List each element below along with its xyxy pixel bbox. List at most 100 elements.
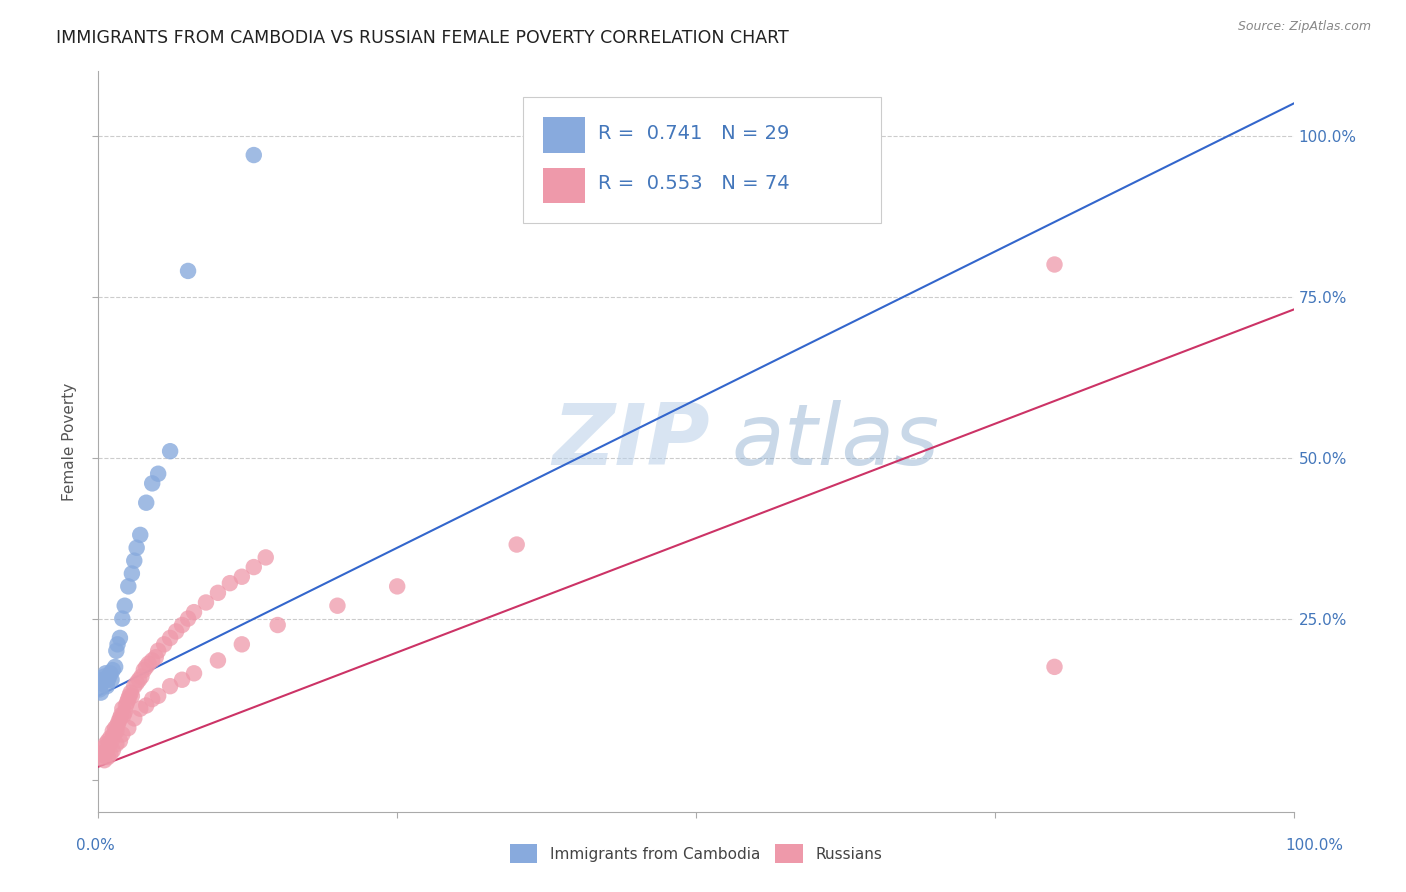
Point — [101, 724, 124, 739]
Point — [207, 653, 229, 667]
Point — [128, 673, 150, 687]
Point — [129, 702, 152, 716]
Point — [108, 631, 131, 645]
Text: 100.0%: 100.0% — [1285, 838, 1344, 853]
Point — [326, 599, 349, 613]
Point — [117, 579, 139, 593]
Point — [89, 747, 111, 761]
Point — [100, 673, 122, 687]
Point — [118, 689, 141, 703]
Point — [195, 595, 218, 609]
Point — [207, 586, 229, 600]
Point — [90, 750, 112, 764]
Text: Source: ZipAtlas.com: Source: ZipAtlas.com — [1237, 20, 1371, 33]
Point — [98, 731, 122, 745]
Legend: Immigrants from Cambodia, Russians: Immigrants from Cambodia, Russians — [503, 838, 889, 869]
Point — [98, 669, 121, 683]
Point — [105, 644, 128, 658]
Point — [129, 528, 152, 542]
Point — [94, 737, 117, 751]
Point — [124, 554, 146, 568]
Text: R =  0.553   N = 74: R = 0.553 N = 74 — [598, 175, 790, 194]
Point — [125, 676, 148, 690]
Point — [172, 618, 194, 632]
Point — [145, 650, 167, 665]
Text: atlas: atlas — [733, 400, 939, 483]
Point — [159, 631, 181, 645]
Point — [135, 496, 157, 510]
Point — [148, 689, 170, 703]
Point — [91, 673, 114, 687]
Point — [115, 695, 138, 709]
Bar — [543, 168, 585, 203]
Point — [101, 743, 124, 757]
Text: R =  0.741   N = 29: R = 0.741 N = 29 — [598, 124, 789, 143]
Point — [120, 685, 142, 699]
Point — [97, 734, 120, 748]
Point — [114, 705, 136, 719]
Point — [165, 624, 187, 639]
Point — [172, 673, 194, 687]
Point — [124, 711, 146, 725]
Point — [115, 698, 138, 713]
Point — [104, 721, 127, 735]
Point — [183, 605, 205, 619]
Point — [100, 734, 122, 748]
Point — [108, 734, 131, 748]
Text: IMMIGRANTS FROM CAMBODIA VS RUSSIAN FEMALE POVERTY CORRELATION CHART: IMMIGRANTS FROM CAMBODIA VS RUSSIAN FEMA… — [56, 29, 789, 46]
Point — [110, 708, 132, 723]
Point — [135, 660, 157, 674]
Point — [121, 566, 143, 581]
Point — [117, 721, 139, 735]
Point — [105, 737, 128, 751]
Point — [107, 718, 129, 732]
Point — [385, 579, 409, 593]
Point — [177, 611, 200, 625]
Point — [104, 660, 127, 674]
Point — [105, 724, 128, 739]
Text: 0.0%: 0.0% — [76, 838, 115, 853]
FancyBboxPatch shape — [523, 97, 882, 223]
Point — [97, 750, 120, 764]
Point — [98, 747, 122, 761]
Point — [1043, 660, 1066, 674]
Bar — [543, 117, 585, 153]
Point — [138, 657, 160, 671]
Point — [177, 264, 200, 278]
Point — [98, 737, 121, 751]
Point — [111, 727, 134, 741]
Point — [93, 740, 115, 755]
Point — [135, 698, 157, 713]
Point — [114, 599, 136, 613]
Point — [97, 673, 120, 687]
Point — [1043, 258, 1066, 272]
Point — [267, 618, 290, 632]
Point — [141, 653, 163, 667]
Point — [111, 611, 134, 625]
Point — [93, 669, 115, 683]
Point — [107, 714, 129, 729]
Text: ZIP: ZIP — [553, 400, 710, 483]
Point — [108, 711, 131, 725]
Point — [96, 743, 118, 757]
Point — [141, 476, 163, 491]
Point — [148, 467, 170, 481]
Point — [159, 444, 181, 458]
Point — [111, 702, 134, 716]
Point — [131, 669, 153, 683]
Point — [254, 550, 277, 565]
Point — [112, 708, 135, 723]
Point — [159, 679, 181, 693]
Point — [132, 663, 155, 677]
Point — [243, 148, 266, 162]
Point — [231, 570, 253, 584]
Point — [91, 747, 114, 761]
Point — [107, 637, 129, 651]
Point — [121, 689, 143, 703]
Point — [141, 692, 163, 706]
Point — [506, 537, 529, 551]
Point — [125, 541, 148, 555]
Point — [117, 692, 139, 706]
Point — [153, 637, 176, 651]
Point — [91, 676, 114, 690]
